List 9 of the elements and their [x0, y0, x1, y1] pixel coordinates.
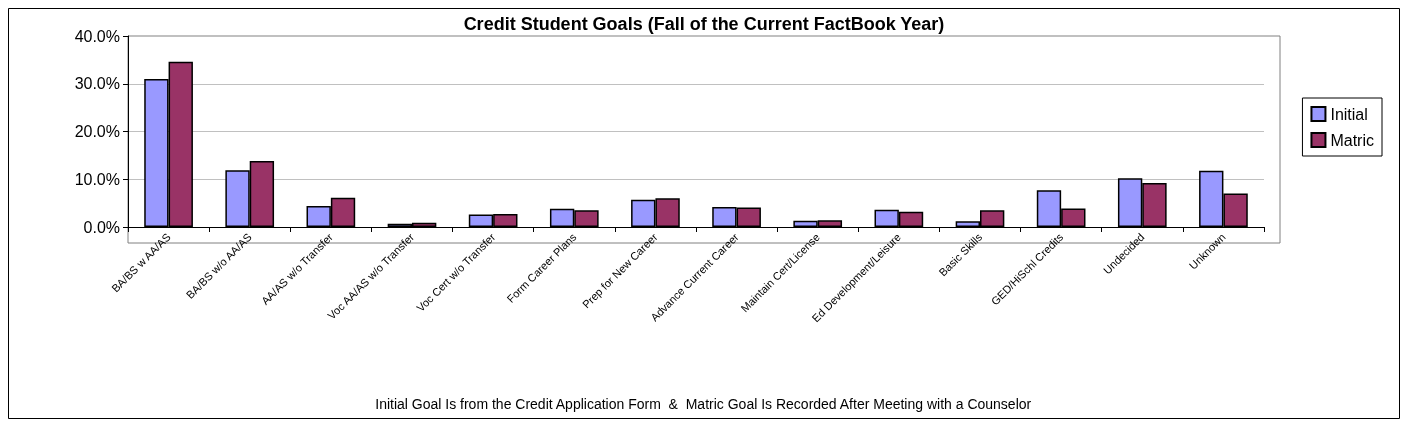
legend-label: Initial: [1330, 105, 1368, 123]
y-tick-label: 20.0%: [74, 123, 120, 140]
chart-title: Credit Student Goals (Fall of the Current FactBook Year): [463, 14, 945, 34]
y-tick-label: 0.0%: [83, 218, 120, 236]
legend-label: Matric: [1330, 131, 1375, 149]
y-tick-label: 10.0%: [74, 170, 120, 188]
text: Initial Goal Is from the Credit Application Form & Matric Goal Is Recorded After Meeting with a Counselor: [375, 396, 1032, 412]
y-tick-label: 40.0%: [74, 27, 120, 45]
y-tick-label: 30.0%: [74, 75, 120, 93]
